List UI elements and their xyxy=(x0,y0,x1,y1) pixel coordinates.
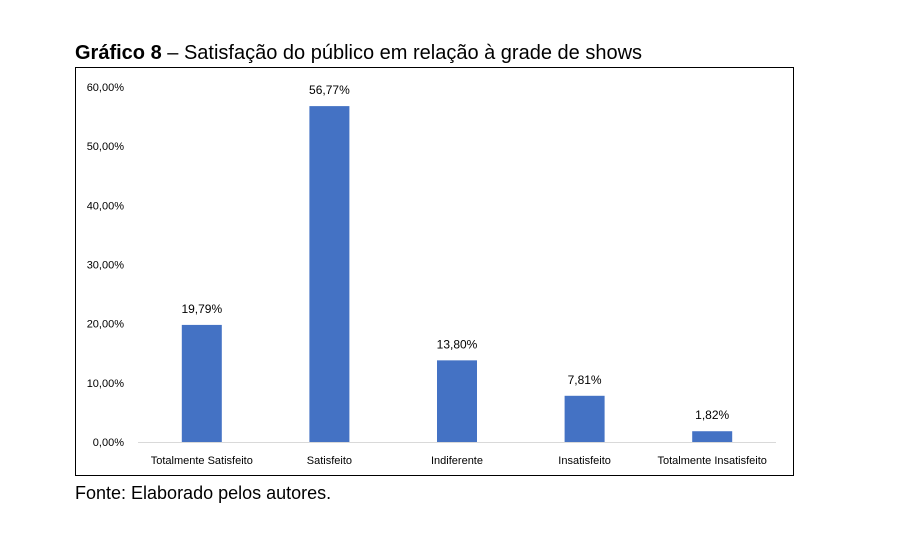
data-label: 13,80% xyxy=(437,337,478,351)
caption-text: Satisfação do público em relação à grade… xyxy=(183,42,643,64)
y-tick-label: 30,00% xyxy=(87,260,125,272)
chart-caption: Gráfico 8 – Satisfação do público em rel… xyxy=(75,42,642,65)
y-tick-label: 0,00% xyxy=(93,437,124,449)
y-tick-label: 40,00% xyxy=(87,200,125,212)
y-tick-label: 50,00% xyxy=(87,141,125,153)
bar xyxy=(437,360,477,442)
chart-frame: 0,00% 10,00% 20,00% 30,00% 40,00% 50,00% 60,00… xyxy=(75,67,794,476)
bar xyxy=(692,431,733,442)
y-tick-label: 10,00% xyxy=(87,378,125,390)
data-label: 56,77% xyxy=(309,83,350,97)
x-category-label: Totalmente Satisfeito xyxy=(151,455,253,467)
bar-chart: 0,00% 10,00% 20,00% 30,00% 40,00% 50,00% 60,00… xyxy=(87,82,776,467)
source-note: Fonte: Elaborado pelos autores. xyxy=(75,483,332,503)
x-category-label: Satisfeito xyxy=(307,455,352,467)
bar xyxy=(309,106,350,442)
data-label: 19,79% xyxy=(181,302,222,316)
data-label: 7,81% xyxy=(568,373,602,387)
caption-separator: – xyxy=(161,42,184,64)
caption-label: Gráfico 8 xyxy=(75,42,162,64)
x-category-label: Insatisfeito xyxy=(558,455,611,467)
y-tick-label: 20,00% xyxy=(87,319,125,331)
x-category-label: Totalmente Insatisfeito xyxy=(657,455,766,467)
bar xyxy=(181,324,222,442)
data-label: 1,82% xyxy=(695,408,729,422)
x-category-label: Indiferente xyxy=(431,455,483,467)
y-tick-label: 60,00% xyxy=(87,82,125,94)
bar xyxy=(564,395,605,442)
